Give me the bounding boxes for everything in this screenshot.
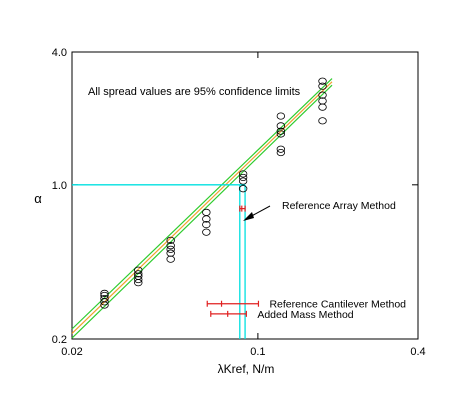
data-point (238, 185, 248, 193)
data-point (318, 82, 327, 90)
data-point (166, 245, 175, 253)
data-point (134, 266, 143, 274)
data-point (202, 208, 211, 216)
data-point (238, 173, 248, 182)
data-point (100, 294, 109, 303)
y-tick-label: 1.0 (52, 180, 67, 192)
data-point (276, 145, 286, 153)
method-label: Reference Array Method (282, 200, 396, 212)
data-point (100, 291, 109, 300)
data-point (202, 228, 211, 236)
confidence-note: All spread values are 95% confidence lim… (88, 86, 301, 98)
data-point (276, 122, 286, 130)
y-tick-label: 4.0 (52, 47, 67, 59)
annotation-arrowhead (243, 212, 254, 221)
data-point (238, 170, 248, 178)
data-point (318, 91, 327, 99)
data-point (238, 177, 248, 185)
data-point (318, 77, 327, 85)
x-tick-label: 0.02 (61, 346, 82, 358)
data-points (100, 77, 327, 309)
x-tick-label: 0.1 (250, 346, 265, 358)
data-point (166, 242, 175, 250)
data-point (276, 112, 286, 120)
fit-line (71, 78, 333, 330)
data-point (134, 270, 143, 278)
x-axis-label: λKref, N/m (218, 362, 275, 376)
data-point (166, 249, 175, 257)
fit-line (71, 81, 333, 334)
data-point (318, 117, 327, 125)
data-point (318, 97, 327, 105)
data-point (202, 221, 211, 229)
method-labels: Reference Array Method Reference Cantilev… (257, 200, 406, 321)
data-point (276, 130, 286, 138)
error-bars (206, 205, 260, 317)
data-point (276, 127, 286, 135)
data-point (318, 103, 327, 111)
data-point (134, 275, 143, 284)
data-point (100, 289, 109, 297)
method-label: Added Mass Method (257, 309, 353, 321)
method-label: Reference Cantilever Method (269, 299, 406, 311)
reference-lines (72, 184, 246, 339)
fit-lines (71, 78, 333, 339)
x-tick-label: 0.4 (410, 346, 425, 358)
data-point (166, 236, 175, 244)
data-point (276, 148, 286, 157)
y-axis-label: α (34, 191, 42, 206)
fit-line (71, 84, 333, 339)
data-point (166, 255, 175, 263)
axis-ticks: 0.02 0.1 0.4 0.2 1.0 4.0 (52, 47, 426, 358)
y-tick-label: 0.2 (52, 334, 67, 346)
